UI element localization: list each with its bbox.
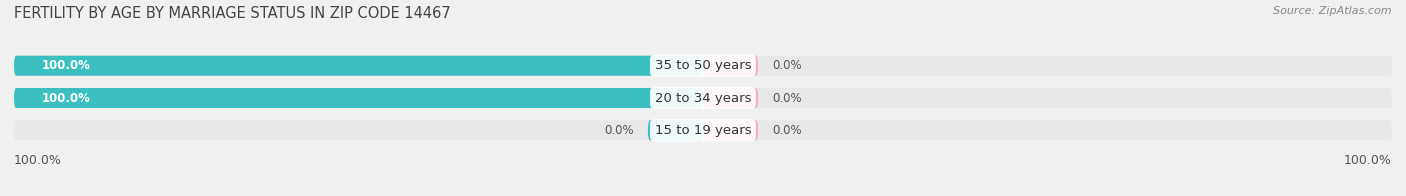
FancyBboxPatch shape bbox=[648, 120, 703, 140]
Text: 100.0%: 100.0% bbox=[14, 153, 62, 167]
Text: 100.0%: 100.0% bbox=[42, 59, 90, 72]
Text: 0.0%: 0.0% bbox=[772, 59, 801, 72]
FancyBboxPatch shape bbox=[703, 88, 758, 108]
FancyBboxPatch shape bbox=[703, 56, 758, 76]
Text: 0.0%: 0.0% bbox=[772, 92, 801, 104]
Text: 20 to 34 years: 20 to 34 years bbox=[655, 92, 751, 104]
Text: FERTILITY BY AGE BY MARRIAGE STATUS IN ZIP CODE 14467: FERTILITY BY AGE BY MARRIAGE STATUS IN Z… bbox=[14, 6, 451, 21]
Text: 0.0%: 0.0% bbox=[772, 124, 801, 137]
Text: 35 to 50 years: 35 to 50 years bbox=[655, 59, 751, 72]
Text: 100.0%: 100.0% bbox=[42, 92, 90, 104]
Legend: Married, Unmarried: Married, Unmarried bbox=[620, 192, 786, 196]
FancyBboxPatch shape bbox=[14, 88, 1392, 108]
FancyBboxPatch shape bbox=[14, 88, 703, 108]
Text: 15 to 19 years: 15 to 19 years bbox=[655, 124, 751, 137]
FancyBboxPatch shape bbox=[703, 120, 758, 140]
FancyBboxPatch shape bbox=[14, 56, 1392, 76]
FancyBboxPatch shape bbox=[14, 120, 1392, 140]
Text: 100.0%: 100.0% bbox=[1344, 153, 1392, 167]
Text: Source: ZipAtlas.com: Source: ZipAtlas.com bbox=[1274, 6, 1392, 16]
FancyBboxPatch shape bbox=[14, 56, 703, 76]
Text: 0.0%: 0.0% bbox=[605, 124, 634, 137]
